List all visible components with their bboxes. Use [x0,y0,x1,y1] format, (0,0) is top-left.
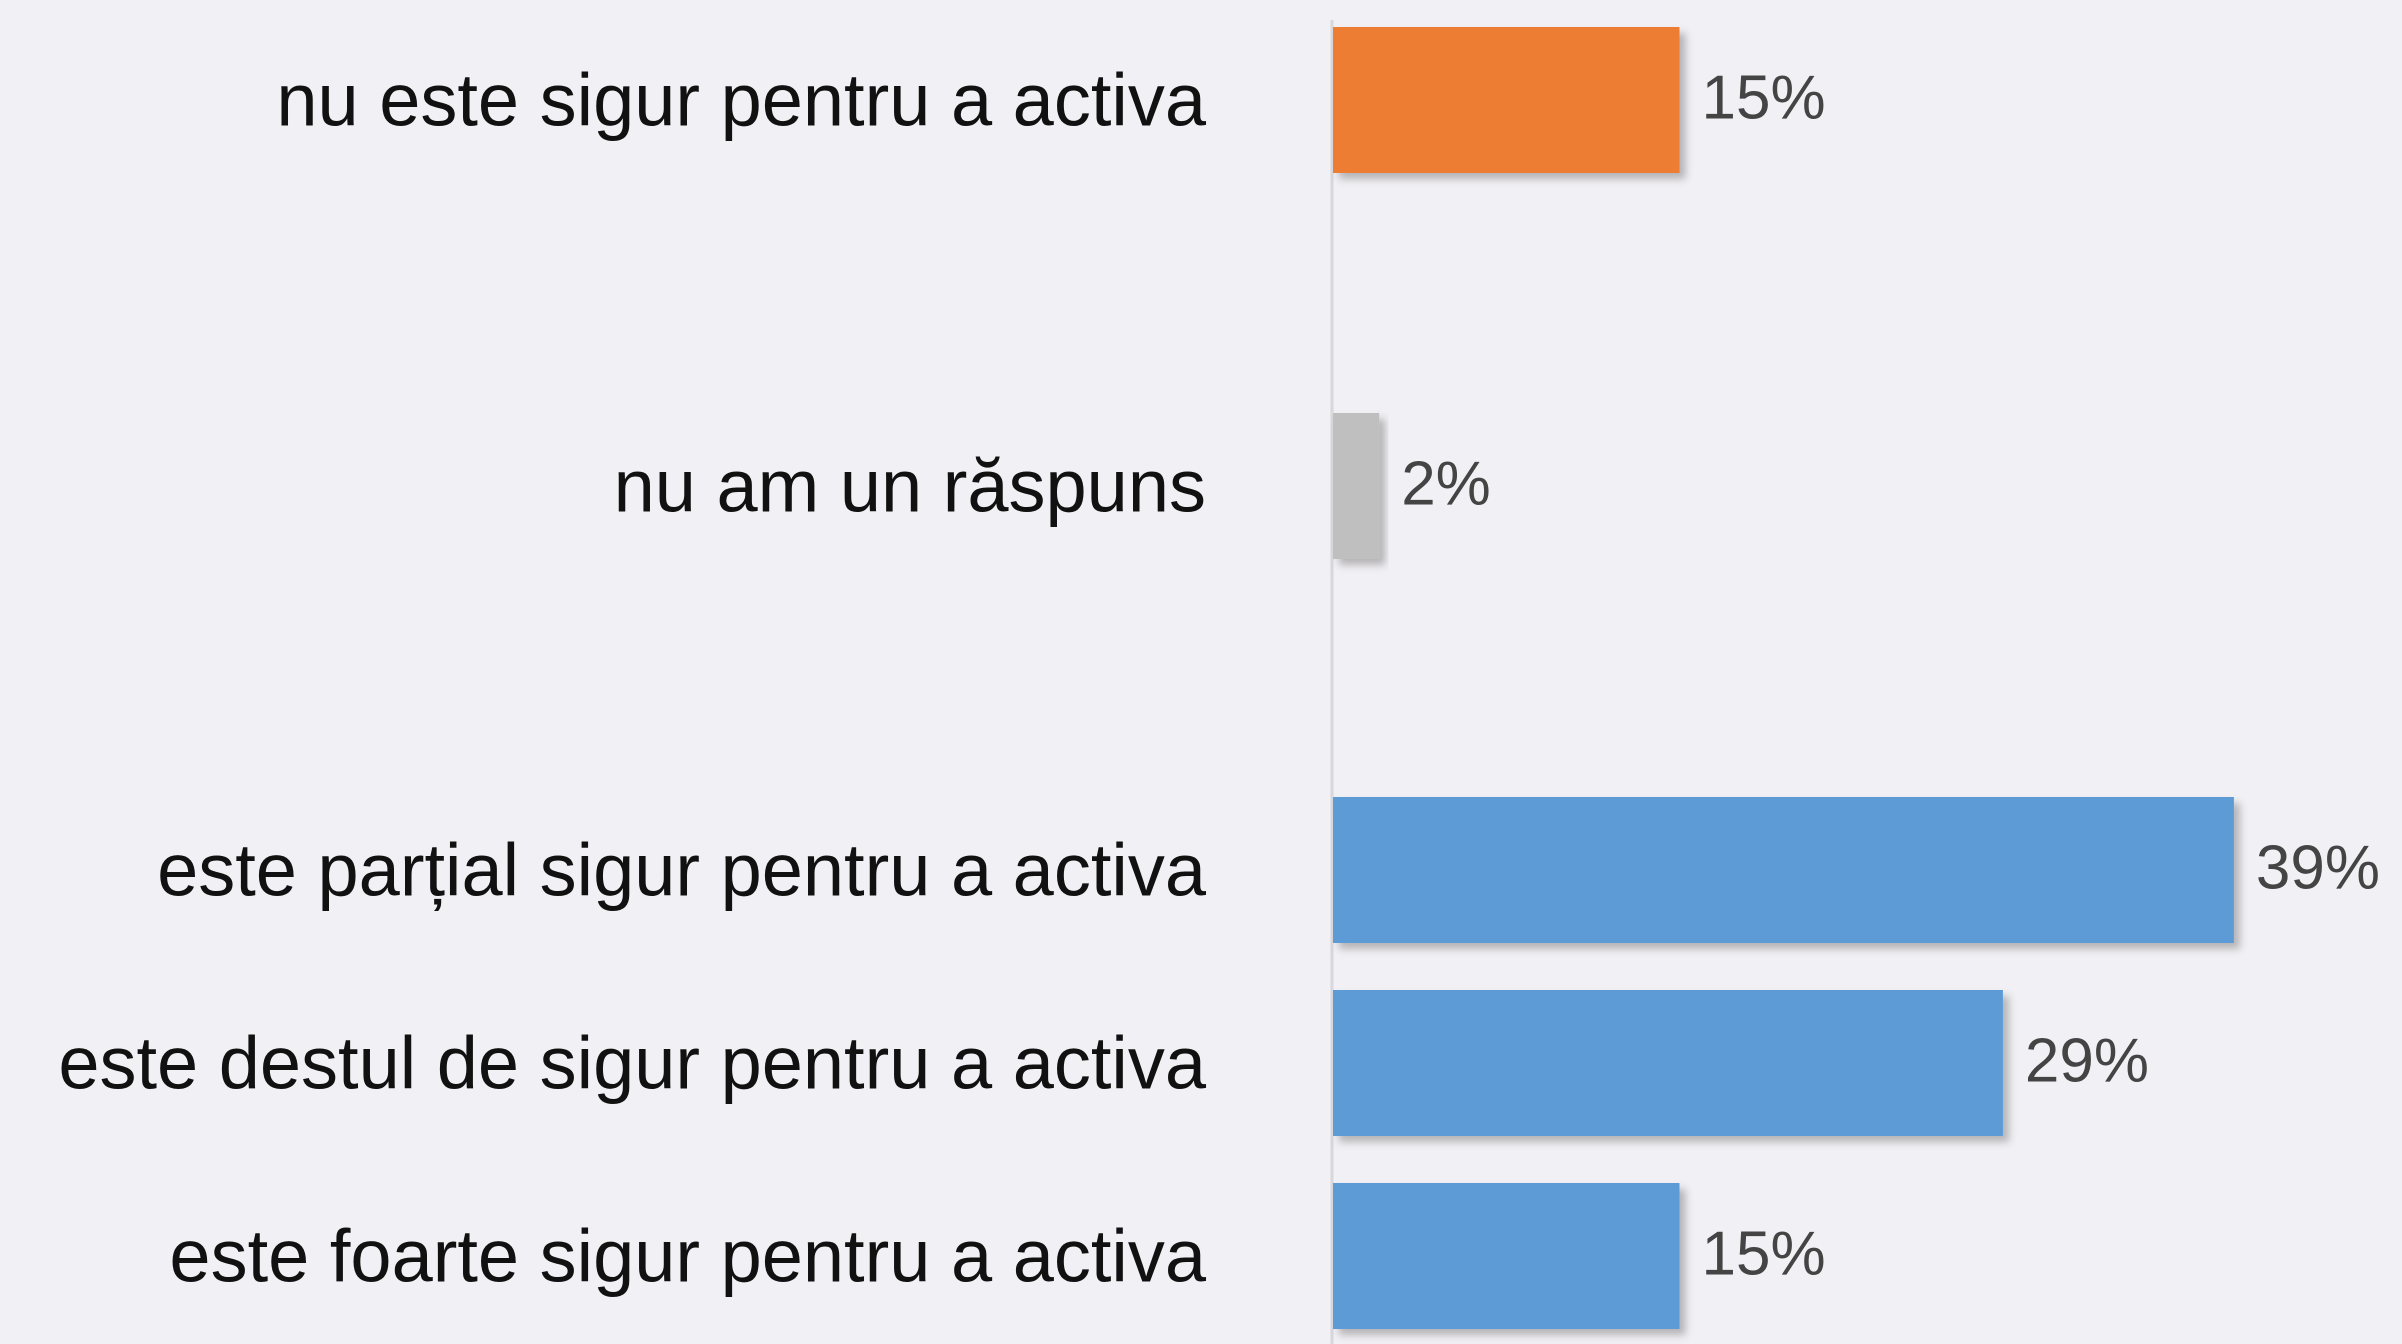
bar [1333,413,1380,559]
bar [1333,797,2234,943]
category-label: nu am un răspuns [614,445,1206,528]
value-label: 15% [1702,63,1826,132]
value-label: 29% [2025,1026,2149,1095]
category-label: este foarte sigur pentru a activa [169,1215,1206,1298]
bar [1333,27,1680,173]
category-label: este parțial sigur pentru a activa [157,829,1207,912]
category-label: este destul de sigur pentru a activa [58,1022,1207,1105]
value-label: 15% [1702,1219,1826,1288]
value-label: 2% [1401,449,1491,518]
bar [1333,1183,1680,1329]
bar [1333,990,2003,1136]
value-label: 39% [2256,833,2380,902]
category-label: nu este sigur pentru a activa [276,59,1207,142]
